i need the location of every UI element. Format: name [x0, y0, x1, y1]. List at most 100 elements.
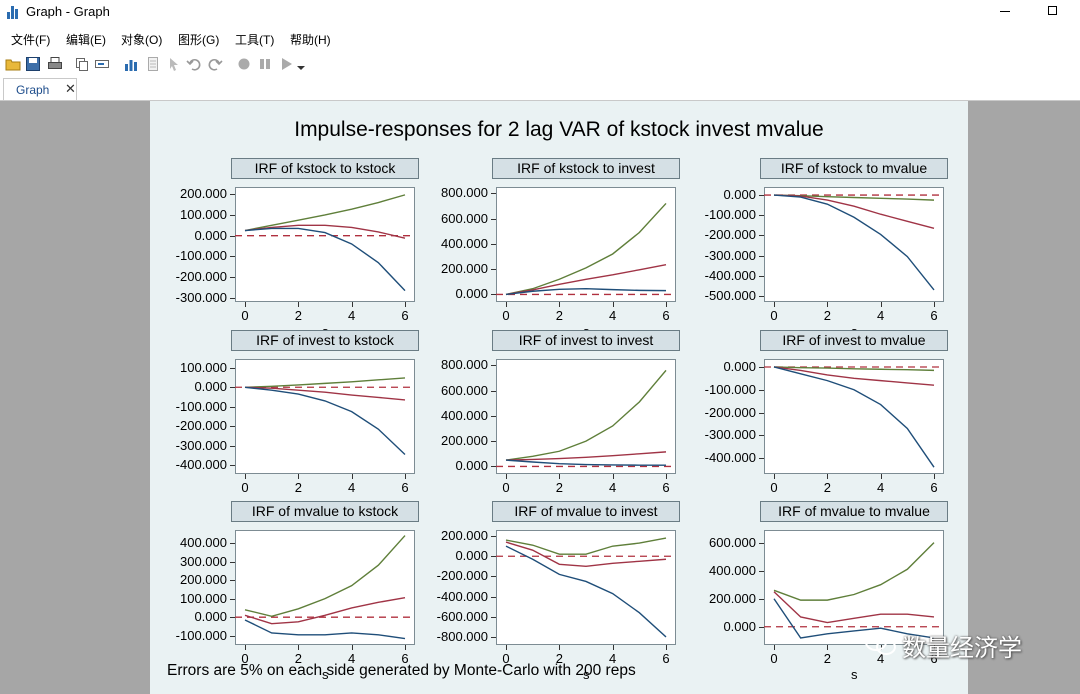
x-tick-label: 0: [770, 651, 778, 666]
y-tick: [759, 542, 764, 544]
x-tick-label: 6: [662, 308, 670, 323]
y-tick-label: -200.000: [175, 418, 227, 434]
y-tick: [230, 542, 235, 544]
x-tick-label: 0: [241, 308, 249, 323]
y-tick: [230, 580, 235, 582]
y-tick-label: 200.000: [441, 528, 488, 544]
pointer-icon[interactable]: [166, 56, 182, 72]
plot-lines: [235, 377, 415, 456]
series-irf: [505, 541, 667, 568]
y-tick-label: 0.000: [194, 227, 227, 243]
menu-file[interactable]: 文件(F): [11, 33, 51, 47]
series-upper: [244, 535, 406, 617]
x-tick: [298, 645, 300, 650]
x-tick-label: 6: [930, 308, 938, 323]
y-tick-label: -300.000: [175, 437, 227, 453]
panel-title: IRF of kstock to invest: [492, 158, 680, 179]
document-tabbar: Graph ✕: [0, 78, 1080, 101]
minimize-button[interactable]: [982, 0, 1028, 26]
menu-object[interactable]: 对象(O): [121, 33, 163, 47]
x-tick: [774, 474, 775, 479]
y-tick-label: -200.000: [704, 404, 756, 420]
x-tick-label: 4: [609, 480, 617, 495]
undo-icon[interactable]: [186, 56, 202, 72]
rename-icon[interactable]: [94, 56, 110, 72]
menu-help[interactable]: 帮助(H): [290, 33, 331, 47]
y-tick-label: -200.000: [175, 269, 227, 285]
print-icon[interactable]: [47, 56, 63, 72]
x-tick: [934, 302, 935, 307]
x-tick: [405, 302, 406, 307]
x-tick: [880, 645, 882, 650]
play-icon[interactable]: [278, 56, 294, 72]
y-tick: [759, 598, 764, 600]
y-tick-label: -500.000: [704, 287, 756, 303]
x-tick-label: 0: [241, 651, 249, 666]
plot-area: [496, 359, 676, 474]
y-tick: [230, 561, 235, 563]
series-irf: [773, 591, 935, 624]
x-tick: [827, 302, 829, 307]
x-tick: [506, 302, 507, 307]
y-tick: [491, 193, 496, 195]
toolbar: [0, 52, 1080, 78]
y-tick-label: 0.000: [455, 548, 488, 564]
menu-edit[interactable]: 编辑(E): [66, 33, 106, 47]
y-tick: [230, 214, 235, 216]
x-tick-label: 0: [502, 308, 510, 323]
close-icon[interactable]: ✕: [65, 81, 76, 96]
x-tick-label: 0: [241, 480, 249, 495]
x-axis-title: s: [322, 667, 329, 682]
y-tick-label: -300.000: [175, 289, 227, 305]
y-tick-label: 200.000: [441, 261, 488, 277]
menu-graph[interactable]: 图形(G): [178, 33, 220, 47]
y-tick-label: 0.000: [194, 609, 227, 625]
save-icon[interactable]: [25, 56, 41, 72]
x-tick-label: 6: [401, 651, 409, 666]
x-tick-label: 2: [294, 651, 302, 666]
plot-area: [235, 187, 415, 302]
y-tick: [230, 235, 235, 237]
y-tick: [759, 366, 764, 368]
y-tick-label: 0.000: [455, 286, 488, 302]
series-upper: [505, 537, 667, 555]
y-tick-label: 100.000: [180, 590, 227, 606]
x-tick-label: 4: [348, 308, 356, 323]
y-tick: [759, 215, 764, 217]
y-tick: [759, 626, 764, 628]
y-tick: [759, 235, 764, 237]
redo-icon[interactable]: [207, 56, 223, 72]
panel-title: IRF of kstock to mvalue: [760, 158, 948, 179]
x-tick-label: 4: [348, 651, 356, 666]
menu-tools[interactable]: 工具(T): [235, 33, 275, 47]
y-tick-label: -300.000: [704, 427, 756, 443]
record-icon[interactable]: [236, 56, 252, 72]
x-tick-label: 2: [294, 480, 302, 495]
y-tick: [230, 406, 235, 408]
graph-recorder-icon[interactable]: [145, 56, 161, 72]
y-tick-label: 600.000: [441, 210, 488, 226]
series-lower: [505, 459, 666, 466]
x-tick-label: 2: [294, 308, 302, 323]
y-tick-label: 400.000: [441, 407, 488, 423]
x-axis-title: s: [583, 667, 590, 682]
graph-editor-icon[interactable]: [123, 56, 139, 72]
maximize-button[interactable]: [1030, 0, 1076, 26]
plot-lines: [764, 366, 944, 468]
x-tick: [559, 302, 561, 307]
y-tick-label: 100.000: [180, 206, 227, 222]
x-tick-label: 6: [401, 308, 409, 323]
y-tick: [759, 195, 764, 197]
x-tick-label: 4: [609, 308, 617, 323]
pause-icon[interactable]: [257, 56, 273, 72]
series-upper: [505, 202, 667, 296]
dropdown-icon[interactable]: [296, 56, 306, 72]
open-icon[interactable]: [5, 56, 21, 72]
plot-lines: [496, 537, 676, 638]
tab-graph[interactable]: Graph ✕: [3, 78, 77, 100]
x-tick: [774, 302, 775, 307]
copy-icon[interactable]: [74, 56, 90, 72]
y-tick: [230, 387, 235, 389]
y-tick: [230, 465, 235, 467]
x-tick-label: 4: [877, 480, 885, 495]
